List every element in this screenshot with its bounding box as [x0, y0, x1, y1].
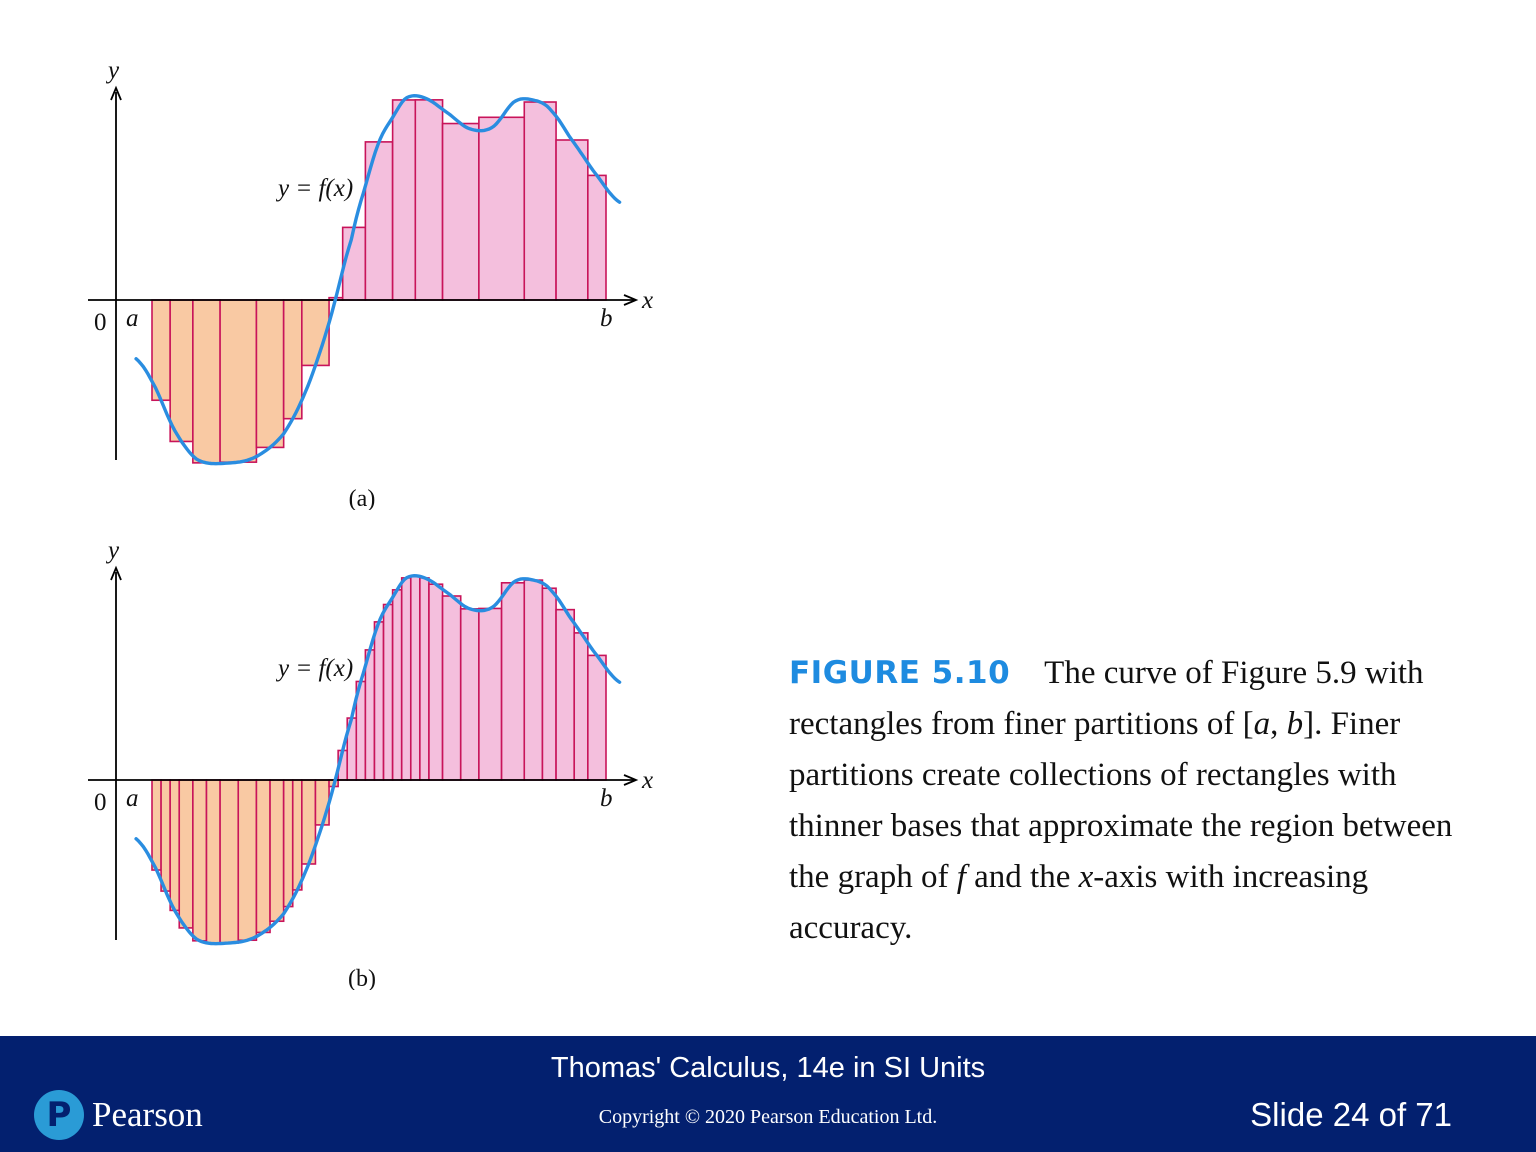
partition-rectangle: [441, 122, 480, 301]
partition-rectangle: [523, 101, 557, 301]
caption-text-4: -axis with increasing accuracy.: [789, 859, 1369, 946]
riemann-sum-graph-a: y x 0 a b y = f(x) (a): [88, 57, 653, 510]
footer-bar: P Pearson Thomas' Calculus, 14e in SI Un…: [0, 1036, 1536, 1152]
partition-rectangle: [255, 779, 271, 934]
caption-var-x: x: [1078, 859, 1094, 895]
book-title: Thomas' Calculus, 14e in SI Units: [550, 1052, 986, 1084]
x-axis-label: x: [641, 287, 653, 314]
origin-label: 0: [94, 789, 107, 816]
x-axis-label: x: [641, 767, 653, 794]
x-axis-arrow-icon: [623, 774, 639, 786]
copyright-text: Copyright © 2020 Pearson Education Ltd.: [598, 1106, 938, 1128]
partition-rectangle: [459, 608, 480, 781]
partition-rectangle: [391, 99, 417, 301]
partition-rectangle: [192, 779, 208, 942]
partition-rectangle: [441, 595, 462, 781]
curve-f: [134, 93, 622, 466]
partition-rectangle: [192, 299, 221, 464]
caption-text-1: The curve of Figure 5.9 with rectangles …: [789, 655, 1424, 742]
pearson-logo: P Pearson: [34, 1090, 203, 1140]
partition-rectangle: [219, 299, 258, 463]
partition-rectangle: [169, 299, 194, 443]
left-endpoint-label: a: [126, 785, 139, 812]
partition-rectangle: [255, 299, 285, 449]
partition-rectangle: [160, 779, 171, 892]
partition-rectangle: [282, 299, 303, 420]
panel-label: (a): [349, 486, 376, 510]
y-axis-arrow-icon: [110, 565, 122, 581]
partition-rectangle: [414, 99, 444, 301]
left-endpoint-label: a: [126, 305, 139, 332]
figure-caption: FIGURE 5.10 The curve of Figure 5.9 with …: [789, 648, 1489, 954]
partition-rectangle: [151, 779, 162, 871]
x-axis-arrow-icon: [623, 294, 639, 306]
partition-rectangle: [382, 603, 394, 781]
panel-label: (b): [348, 966, 376, 990]
partition-rectangle: [428, 583, 444, 781]
partition-rectangle: [291, 779, 303, 891]
caption-var-a: a: [1253, 706, 1271, 742]
riemann-sum-graph-b: y x 0 a b y = f(x) (b): [88, 537, 653, 990]
partition-rectangle: [500, 582, 526, 781]
caption-text-3: and the: [965, 859, 1079, 895]
right-endpoint-label: b: [600, 785, 613, 812]
partition-rectangle: [178, 779, 194, 929]
caption-label: FIGURE 5.10: [789, 655, 1011, 691]
partition-rectangle: [409, 574, 421, 781]
curve-f: [134, 573, 622, 946]
caption-var-b: b: [1286, 706, 1304, 742]
partition-rectangle: [314, 779, 330, 826]
curve-label: y = f(x): [275, 655, 353, 682]
partition-rectangle: [587, 654, 607, 781]
caption-comma: ,: [1270, 706, 1287, 742]
partition-rectangle: [523, 579, 544, 781]
partition-rectangle: [573, 632, 589, 781]
caption-text-2: ]. Finer partitions create collections o…: [789, 706, 1453, 895]
partition-rectangle: [269, 779, 285, 923]
partition-rectangle: [541, 587, 557, 781]
partition-rectangle: [555, 139, 589, 301]
partition-rectangle: [205, 779, 221, 945]
slide-number: Slide 24 of 71: [1250, 1096, 1452, 1133]
partition-rectangle: [478, 607, 503, 781]
y-axis-label: y: [105, 57, 120, 84]
pearson-logo-icon: P: [34, 1090, 84, 1140]
partition-rectangle: [237, 779, 258, 942]
partition-rectangle: [169, 779, 181, 912]
partition-rectangle: [587, 174, 607, 301]
partition-rectangle: [400, 577, 412, 781]
partition-rectangle: [219, 779, 240, 944]
partition-rectangle: [282, 779, 294, 908]
y-axis-label: y: [105, 537, 120, 564]
partition-rectangle: [555, 608, 576, 781]
partition-rectangle: [373, 621, 385, 781]
partition-rectangle: [478, 116, 526, 301]
curve-label: y = f(x): [275, 175, 353, 202]
partition-rectangle: [391, 589, 403, 781]
partition-rectangle: [419, 577, 430, 781]
origin-label: 0: [94, 309, 107, 336]
y-axis-arrow-icon: [110, 85, 122, 101]
caption-var-f: f: [956, 859, 966, 895]
pearson-logo-text: Pearson: [92, 1095, 203, 1134]
partition-rectangle: [364, 649, 376, 781]
right-endpoint-label: b: [600, 305, 613, 332]
